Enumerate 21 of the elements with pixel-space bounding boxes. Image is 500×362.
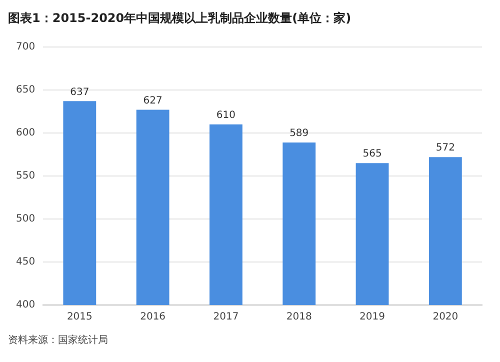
y-tick-label: 600 xyxy=(16,128,36,139)
y-tick-label: 500 xyxy=(16,214,36,225)
y-tick-label: 700 xyxy=(16,42,36,53)
text: 资料来源：国家统计局 xyxy=(8,334,109,347)
chart-title: 图表1：2015-2020年中国规模以上乳制品企业数量(单位：家) xyxy=(8,10,352,27)
y-tick-label: 550 xyxy=(16,170,36,182)
y-tick-label: 450 xyxy=(16,256,36,268)
x-tick-label: 2019 xyxy=(360,312,385,323)
x-tick-label: 2017 xyxy=(213,312,239,323)
data-label: 572 xyxy=(436,142,455,154)
data-label: 627 xyxy=(143,95,162,106)
y-tick-label: 400 xyxy=(16,300,36,311)
data-label: 565 xyxy=(362,148,382,160)
data-label: 589 xyxy=(290,128,309,140)
x-tick-label: 2015 xyxy=(66,312,92,323)
data-label: 637 xyxy=(70,86,90,98)
data-label: 610 xyxy=(216,110,236,121)
y-tick-label: 650 xyxy=(16,84,36,96)
x-tick-label: 2020 xyxy=(432,312,458,323)
x-tick-label: 2018 xyxy=(286,312,312,323)
x-tick-label: 2016 xyxy=(140,312,166,323)
